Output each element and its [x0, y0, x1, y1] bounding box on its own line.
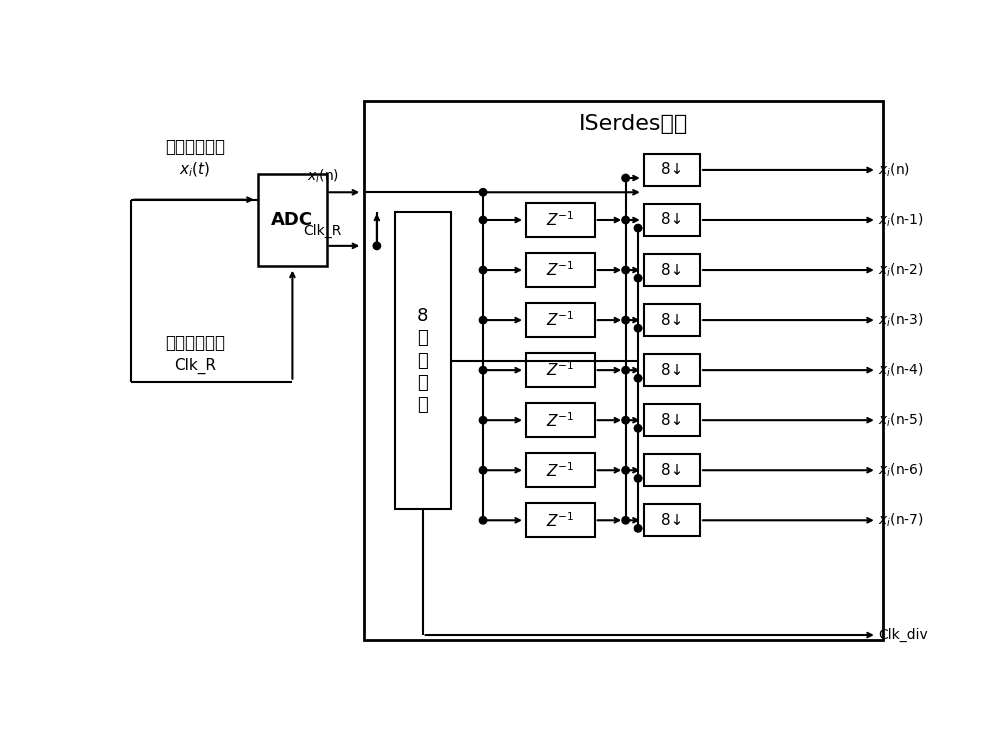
Text: 射频采样时钟: 射频采样时钟	[165, 334, 225, 353]
Text: 8
分
频
电
路: 8 分 频 电 路	[417, 307, 428, 414]
Circle shape	[479, 316, 487, 324]
Text: $x_i$(n): $x_i$(n)	[878, 161, 910, 179]
Text: $x_i(t)$: $x_i(t)$	[179, 160, 210, 179]
Text: $x_i$(n-2): $x_i$(n-2)	[878, 261, 924, 279]
Bar	[644, 454, 700, 486]
Text: 8↓: 8↓	[661, 263, 683, 277]
Circle shape	[622, 216, 629, 224]
Text: 8↓: 8↓	[661, 463, 683, 478]
Bar	[526, 503, 595, 537]
Circle shape	[479, 367, 487, 374]
Text: Clk_R: Clk_R	[303, 224, 342, 238]
Circle shape	[622, 367, 629, 374]
Bar	[526, 453, 595, 487]
Text: $x_i$(n-6): $x_i$(n-6)	[878, 461, 924, 479]
Circle shape	[634, 325, 642, 332]
Circle shape	[622, 517, 629, 524]
Circle shape	[479, 266, 487, 274]
Bar	[364, 101, 883, 640]
Text: Clk_div: Clk_div	[878, 628, 928, 642]
Circle shape	[479, 417, 487, 424]
Circle shape	[634, 475, 642, 482]
Text: 射频输入信号: 射频输入信号	[165, 138, 225, 156]
Circle shape	[622, 467, 629, 474]
Bar	[644, 304, 700, 336]
Circle shape	[479, 467, 487, 474]
Circle shape	[373, 242, 381, 250]
Text: 8↓: 8↓	[661, 313, 683, 328]
Bar	[526, 253, 595, 287]
Text: $Z^{-1}$: $Z^{-1}$	[546, 210, 575, 230]
Bar	[644, 504, 700, 537]
Text: $Z^{-1}$: $Z^{-1}$	[546, 261, 575, 280]
Bar	[526, 303, 595, 337]
Text: $x_i$(n-7): $x_i$(n-7)	[878, 512, 924, 529]
Circle shape	[634, 375, 642, 382]
Circle shape	[479, 517, 487, 524]
Text: $Z^{-1}$: $Z^{-1}$	[546, 361, 575, 380]
Text: $Z^{-1}$: $Z^{-1}$	[546, 511, 575, 530]
Circle shape	[634, 224, 642, 232]
Text: $Z^{-1}$: $Z^{-1}$	[546, 411, 575, 430]
Circle shape	[622, 316, 629, 324]
Text: $x_i$(n-1): $x_i$(n-1)	[878, 211, 924, 229]
Bar	[644, 354, 700, 386]
Circle shape	[634, 525, 642, 532]
Circle shape	[634, 425, 642, 432]
Bar	[644, 254, 700, 286]
Text: Clk_R: Clk_R	[174, 358, 216, 375]
Text: 8↓: 8↓	[661, 413, 683, 428]
Bar	[526, 403, 595, 437]
Circle shape	[479, 188, 487, 196]
Text: $x_i$(n-4): $x_i$(n-4)	[878, 361, 924, 379]
Text: 8↓: 8↓	[661, 513, 683, 528]
Circle shape	[622, 174, 629, 182]
Bar	[526, 353, 595, 387]
Circle shape	[622, 266, 629, 274]
Text: 8↓: 8↓	[661, 213, 683, 227]
Bar	[644, 154, 700, 186]
Text: $x_i$(n-3): $x_i$(n-3)	[878, 311, 924, 329]
Text: $Z^{-1}$: $Z^{-1}$	[546, 461, 575, 480]
Text: 8↓: 8↓	[661, 363, 683, 378]
Text: $x_i$(n-5): $x_i$(n-5)	[878, 411, 924, 429]
Circle shape	[479, 216, 487, 224]
Bar	[258, 174, 326, 266]
Text: $Z^{-1}$: $Z^{-1}$	[546, 311, 575, 330]
Circle shape	[634, 275, 642, 282]
Bar	[644, 204, 700, 236]
Bar	[395, 212, 450, 509]
Text: 8↓: 8↓	[661, 163, 683, 177]
Text: ADC: ADC	[271, 211, 313, 229]
Text: ISerdes模块: ISerdes模块	[579, 114, 688, 134]
Text: $x_i$(n): $x_i$(n)	[307, 167, 339, 185]
Circle shape	[622, 417, 629, 424]
Bar	[644, 404, 700, 436]
Bar	[526, 203, 595, 237]
